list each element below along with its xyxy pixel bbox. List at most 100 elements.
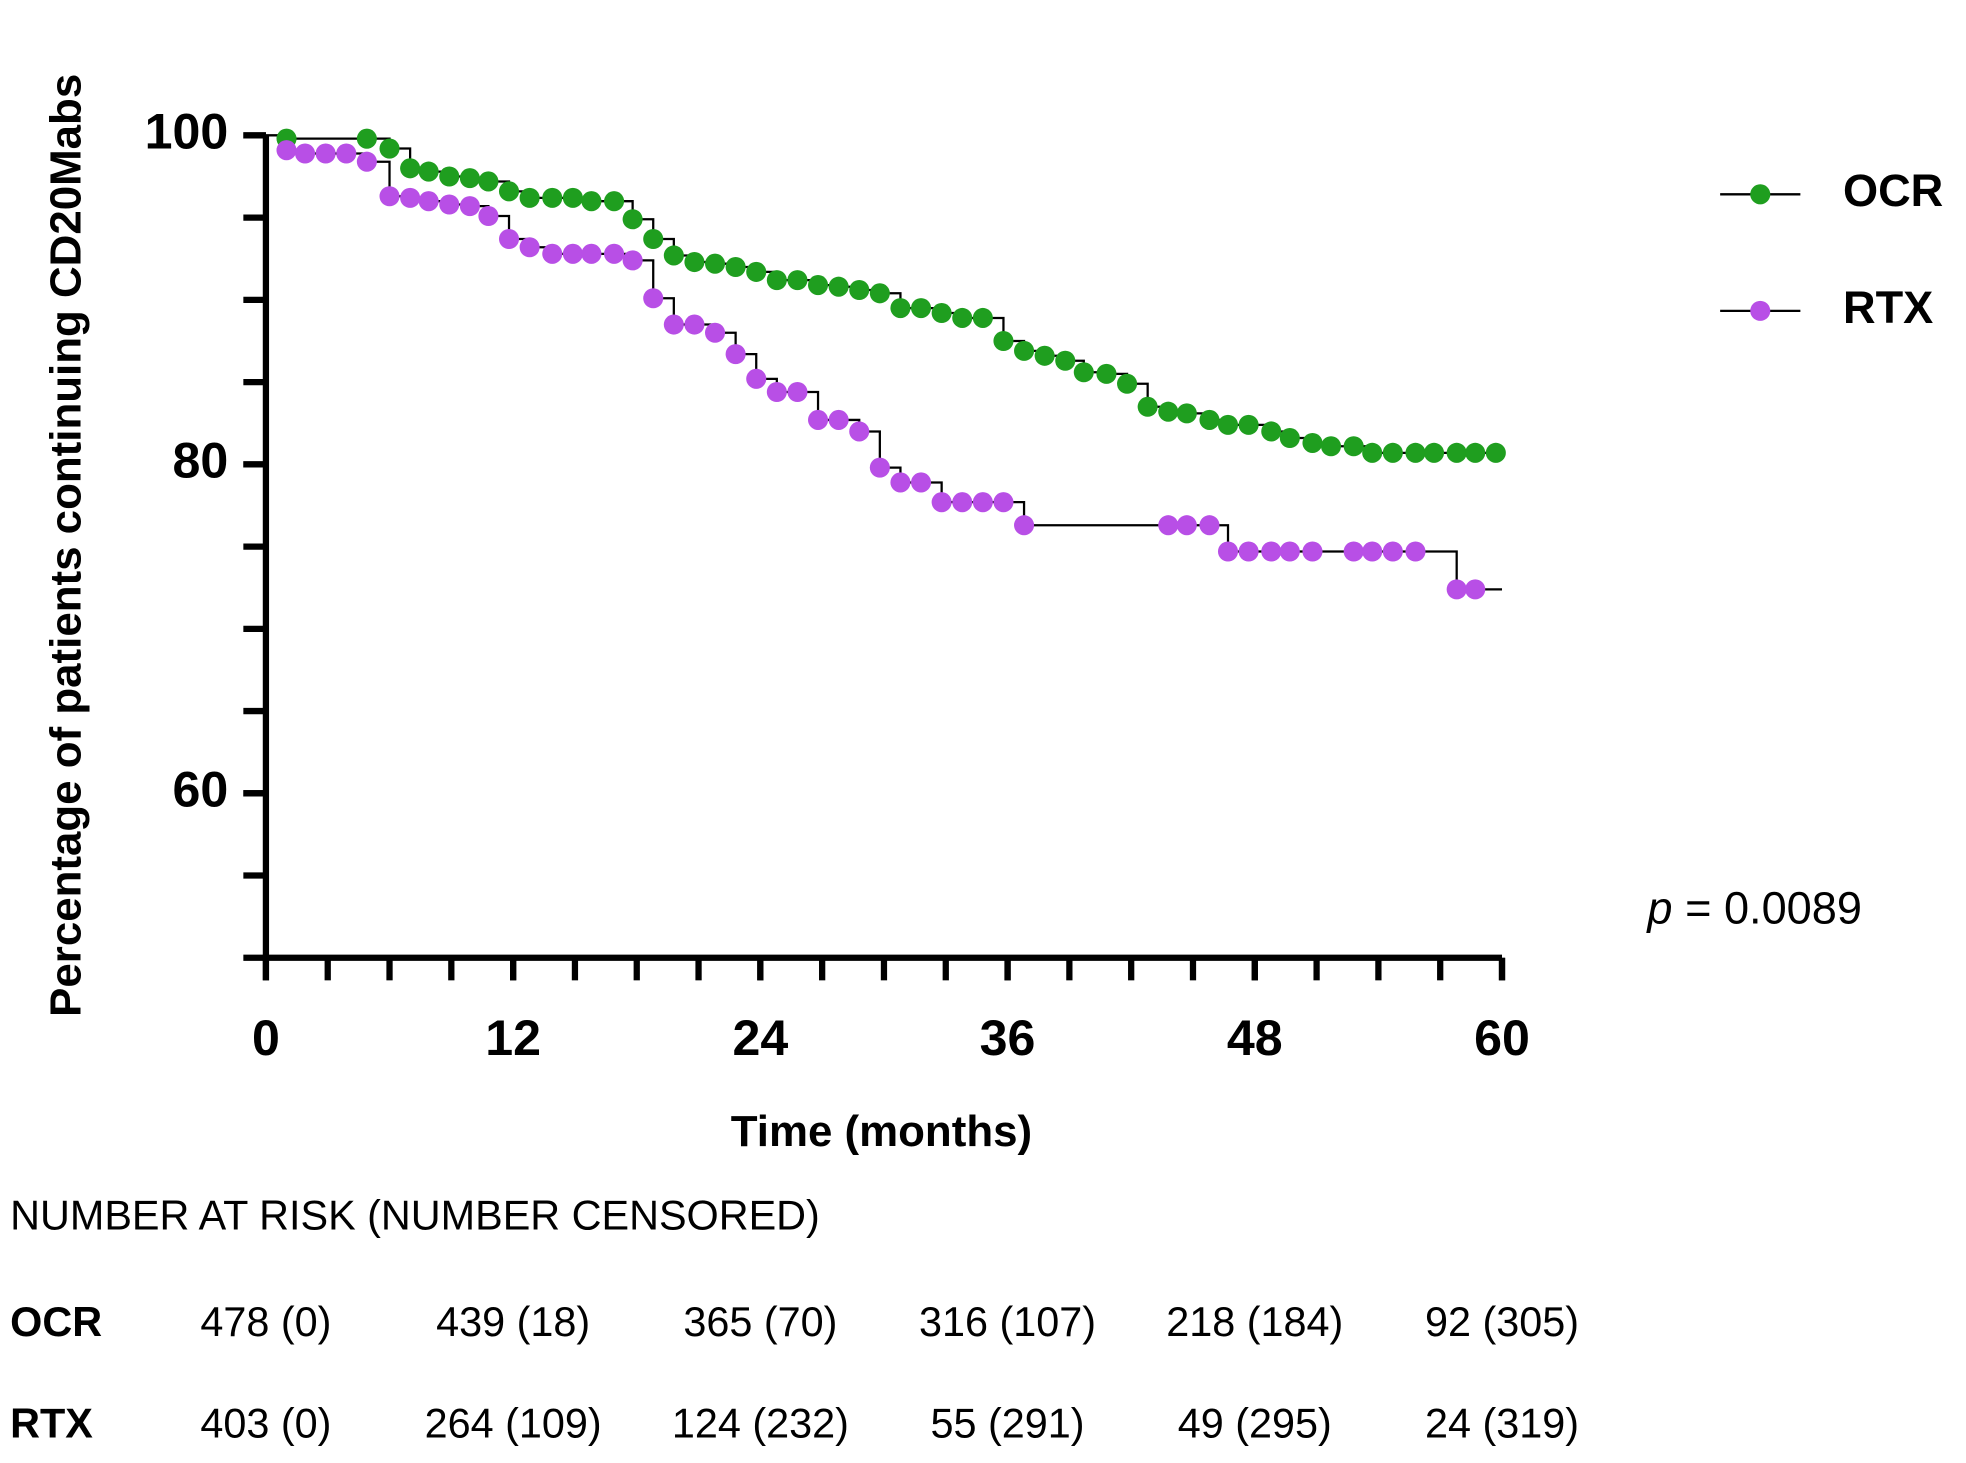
censor-marker [1405,442,1426,463]
censor-marker [766,381,787,403]
censor-marker [379,186,400,207]
censor-marker [379,138,400,159]
censor-marker [663,314,684,335]
legend-label: RTX [1843,282,1933,333]
risk-cell: 55 (291) [931,1401,1085,1447]
censor-marker [1217,541,1239,562]
censor-marker [519,237,540,258]
censor-marker [1034,345,1055,366]
censor-marker [1279,541,1300,562]
censor-marker [1343,541,1364,562]
censor-marker [315,143,336,164]
censor-marker [1217,414,1239,435]
censor-marker [911,298,932,319]
censor-marker [1362,442,1383,463]
censor-marker [993,330,1014,352]
censor-marker [459,168,480,189]
x-tick-label: 0 [252,1010,280,1066]
censor-marker [498,228,520,250]
censor-marker [400,158,421,179]
censor-marker [1238,414,1259,435]
legend-marker [1750,300,1771,321]
y-tick-label: 60 [173,762,229,818]
censor-marker [684,252,705,273]
censor-marker [828,276,849,297]
censor-marker [604,191,625,212]
censor-marker [725,256,746,278]
risk-cell: 92 (305) [1425,1299,1579,1345]
censor-marker [1302,432,1323,453]
censor-marker [972,492,993,513]
censor-marker [766,270,787,291]
censor-marker [581,191,602,212]
risk-cell: 24 (319) [1425,1401,1579,1447]
censor-marker [1302,541,1323,562]
x-tick-label: 48 [1227,1010,1283,1066]
censor-marker [849,279,870,301]
x-tick-label: 36 [980,1010,1036,1066]
censor-marker [849,421,870,442]
legend-label: OCR [1843,165,1943,216]
censor-marker [1073,362,1094,383]
censor-marker [562,243,583,264]
censor-marker [746,261,767,282]
risk-row-label: RTX [10,1401,93,1447]
risk-cell: 316 (107) [919,1299,1096,1345]
censor-marker [643,288,664,309]
censor-marker [295,143,316,164]
censor-marker [993,492,1014,513]
x-tick-label: 24 [732,1010,788,1066]
censor-marker [562,187,583,208]
censor-marker [478,205,499,227]
risk-cell: 478 (0) [200,1299,331,1345]
x-tick-label: 60 [1474,1010,1530,1066]
censor-marker [622,209,643,230]
censor-marker [336,143,357,164]
censor-marker [542,187,563,208]
censor-marker [1320,436,1342,457]
censor-marker [1446,442,1467,463]
censor-marker [869,283,890,304]
risk-cell: 218 (184) [1166,1299,1343,1345]
risk-cell: 264 (109) [425,1401,602,1447]
censor-marker [1465,442,1486,463]
censor-marker [787,270,808,291]
censor-marker [1423,442,1445,463]
risk-cell: 49 (295) [1178,1401,1332,1447]
censor-marker [1158,401,1179,422]
censor-marker [1405,541,1426,562]
risk-cell: 365 (70) [683,1299,837,1345]
censor-marker [1199,515,1220,536]
censor-marker [684,314,705,335]
censor-marker [1446,579,1467,600]
censor-marker [439,194,460,215]
censor-marker [400,187,421,208]
risk-row-label: OCR [10,1299,102,1345]
censor-marker [1014,515,1035,536]
censor-marker [439,166,460,187]
censor-marker [1261,541,1282,562]
censor-marker [725,344,746,365]
censor-marker [931,492,952,513]
y-tick-label: 100 [145,104,229,160]
censor-marker [1055,350,1076,371]
censor-marker [828,409,849,430]
censor-marker [869,457,890,478]
censor-marker [622,250,643,271]
censor-marker [276,140,297,161]
y-axis-title: Percentage of patients continuing CD20Ma… [42,74,91,1017]
censor-marker [519,187,540,208]
censor-marker [705,322,726,343]
censor-marker [911,472,932,493]
p-symbol: p [1645,882,1672,933]
risk-cell: 124 (232) [672,1401,849,1447]
censor-marker [705,253,726,274]
censor-marker [478,171,499,192]
censor-marker [972,307,993,328]
risk-cell: 439 (18) [436,1299,590,1345]
censor-marker [498,181,520,202]
censor-marker [1096,363,1117,384]
censor-marker [890,298,911,319]
censor-marker [1465,579,1486,600]
